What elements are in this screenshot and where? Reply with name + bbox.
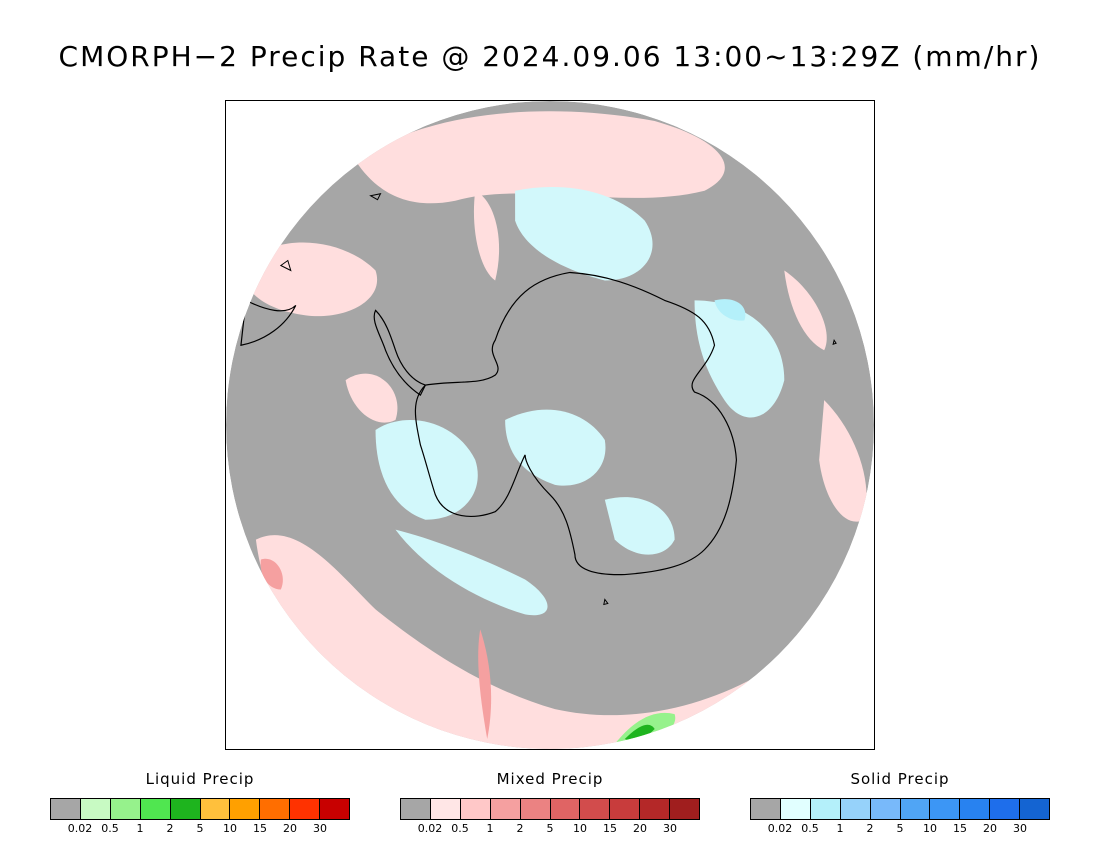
solid-precip-moderate [714, 299, 746, 321]
legend-title: Liquid Precip [145, 770, 255, 788]
tick-label: 5 [896, 822, 904, 835]
tick-label: 15 [603, 822, 617, 835]
tick-labels: 0.02 0.5 1 2 5 10 15 20 30 [50, 820, 350, 835]
tick-label: 2 [166, 822, 174, 835]
color-swatch [610, 799, 641, 819]
color-swatch [810, 799, 841, 819]
color-swatch [520, 799, 551, 819]
tick-label: 10 [223, 822, 237, 835]
color-swatch [110, 799, 141, 819]
south-america-coastline [240, 299, 297, 346]
legend-liquid: Liquid Precip 0.02 0.5 1 2 5 10 15 20 30 [50, 770, 350, 835]
tick-label: 30 [1013, 822, 1027, 835]
islands [279, 193, 837, 606]
tick-labels: 0.02 0.5 1 2 5 10 15 20 30 [750, 820, 1050, 835]
legend-mixed: Mixed Precip 0.02 0.5 1 2 5 10 15 20 30 [400, 770, 700, 835]
tick-label: 30 [663, 822, 677, 835]
tick-label: 0.02 [67, 822, 93, 835]
tick-label: 5 [196, 822, 204, 835]
color-swatch [990, 799, 1021, 819]
color-swatch [930, 799, 961, 819]
tick-label: 10 [573, 822, 587, 835]
tick-labels: 0.02 0.5 1 2 5 10 15 20 30 [400, 820, 700, 835]
color-bar [400, 798, 700, 820]
tick-label: 0.5 [801, 822, 819, 835]
antarctic-peninsula-coastline [373, 309, 427, 396]
tick-label: 10 [923, 822, 937, 835]
color-swatch [490, 799, 521, 819]
tick-label: 2 [516, 822, 524, 835]
color-swatch [751, 799, 781, 819]
page-title: CMORPH−2 Precip Rate @ 2024.09.06 13:00~… [58, 40, 1042, 73]
color-swatch [140, 799, 171, 819]
tick-label: 15 [953, 822, 967, 835]
color-swatch [460, 799, 491, 819]
color-swatch [230, 799, 261, 819]
color-swatch [900, 799, 931, 819]
tick-label: 20 [283, 822, 297, 835]
tick-label: 0.02 [767, 822, 793, 835]
polar-stereographic-map [226, 101, 874, 749]
color-swatch [430, 799, 461, 819]
tick-label: 1 [486, 822, 494, 835]
color-swatch [840, 799, 871, 819]
color-swatch [960, 799, 991, 819]
color-swatch [200, 799, 231, 819]
tick-label: 2 [866, 822, 874, 835]
tick-label: 20 [983, 822, 997, 835]
map-panel [225, 100, 875, 750]
tick-label: 0.5 [101, 822, 119, 835]
tick-label: 1 [136, 822, 144, 835]
tick-label: 0.02 [417, 822, 443, 835]
color-swatch [320, 799, 350, 819]
color-swatch [550, 799, 581, 819]
legend-solid: Solid Precip 0.02 0.5 1 2 5 10 15 20 30 [750, 770, 1050, 835]
antarctica-coastline [414, 271, 738, 576]
solid-precip-areas [375, 186, 785, 616]
tick-label: 0.5 [451, 822, 469, 835]
color-swatch [670, 799, 700, 819]
mixed-precip-areas [244, 111, 867, 749]
color-swatch [170, 799, 201, 819]
color-swatch [870, 799, 901, 819]
color-swatch [290, 799, 321, 819]
mixed-precip-moderate [260, 558, 492, 740]
color-swatch [80, 799, 111, 819]
color-swatch [51, 799, 81, 819]
color-swatch [401, 799, 431, 819]
color-swatch [260, 799, 291, 819]
tick-label: 5 [546, 822, 554, 835]
color-swatch [580, 799, 611, 819]
tick-label: 20 [633, 822, 647, 835]
legend-title: Mixed Precip [496, 770, 604, 788]
color-swatch [780, 799, 811, 819]
legend-title: Solid Precip [850, 770, 950, 788]
tick-label: 30 [313, 822, 327, 835]
color-bar [750, 798, 1050, 820]
color-swatch [640, 799, 671, 819]
color-bar [50, 798, 350, 820]
tick-label: 1 [836, 822, 844, 835]
color-swatch [1020, 799, 1050, 819]
tick-label: 15 [253, 822, 267, 835]
